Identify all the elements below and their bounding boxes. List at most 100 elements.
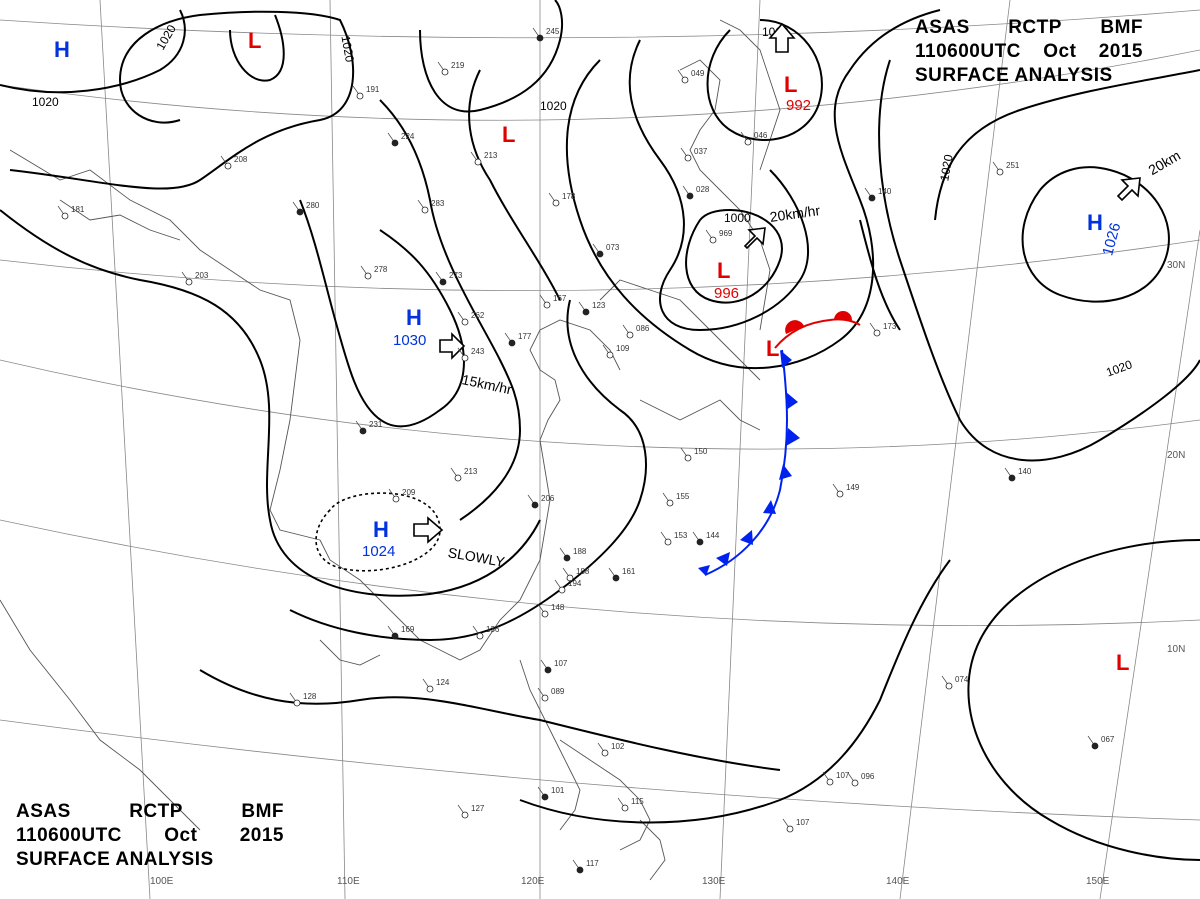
station-plot: 124 xyxy=(422,678,450,693)
station-pressure-code: 188 xyxy=(576,567,590,576)
station-plot: 046 xyxy=(740,131,768,146)
station-pressure-code: 107 xyxy=(796,818,810,827)
station-plot: 173 xyxy=(869,322,897,337)
isobar-label: 1020 xyxy=(937,153,955,182)
station-pressure-code: 067 xyxy=(1101,735,1115,744)
station-pressure-code: 169 xyxy=(401,625,415,634)
low-pressure-value: 996 xyxy=(714,285,739,302)
lon-label: 110E xyxy=(337,876,360,887)
station-plot: 123 xyxy=(578,301,606,316)
agency-code: BMF xyxy=(1100,17,1143,38)
station-pressure-code: 089 xyxy=(551,687,565,696)
station-circle-icon xyxy=(441,68,449,76)
station-circle-icon xyxy=(576,866,584,874)
station-circle-icon xyxy=(696,538,704,546)
station-plot: 109 xyxy=(602,344,630,359)
station-pressure-code: 191 xyxy=(366,85,380,94)
movement-arrow-icon xyxy=(743,227,766,250)
product-title: SURFACE ANALYSIS xyxy=(16,849,214,870)
station-plot: 188 xyxy=(559,547,587,562)
station-pressure-code: 280 xyxy=(306,201,320,210)
station-circle-icon xyxy=(666,499,674,507)
agency-code: BMF xyxy=(241,801,284,822)
isobar-label: 1020 xyxy=(338,34,356,63)
station-circle-icon xyxy=(461,318,469,326)
station-circle-icon xyxy=(851,779,859,787)
datetime-year: 2015 xyxy=(1098,41,1143,62)
station-circle-icon xyxy=(531,501,539,509)
station-plot: 251 xyxy=(992,161,1020,176)
high-pressure-value: 1024 xyxy=(362,543,395,560)
station-circle-icon xyxy=(541,793,549,801)
station-plot: 115 xyxy=(617,797,644,812)
header-datetime-row: 110600UTC Oct 2015 xyxy=(915,40,1143,64)
movement-speed: 20km/hr xyxy=(769,202,822,225)
station-circle-icon xyxy=(606,351,614,359)
station-circle-icon xyxy=(392,495,400,503)
low-center: L xyxy=(766,336,779,361)
agency-code: ASAS xyxy=(915,17,970,38)
low-center: L xyxy=(717,258,730,283)
station-circle-icon xyxy=(744,138,752,146)
agency-code: RCTP xyxy=(1008,17,1062,38)
station-plot: 262 xyxy=(457,311,485,326)
station-plot: 107 xyxy=(540,659,568,674)
datetime-month: Oct xyxy=(164,825,198,846)
station-circle-icon xyxy=(508,339,516,347)
station-pressure-code: 073 xyxy=(606,243,620,252)
station-pressure-code: 107 xyxy=(554,659,568,668)
station-pressure-code: 208 xyxy=(234,155,248,164)
station-plot: 188 xyxy=(562,567,590,582)
station-circle-icon xyxy=(364,272,372,280)
lon-label: 140E xyxy=(886,876,910,887)
station-pressure-code: 273 xyxy=(449,271,463,280)
station-plot: 278 xyxy=(360,265,388,280)
agency-code: ASAS xyxy=(16,801,71,822)
station-plot: 107 xyxy=(782,818,810,833)
station-pressure-code: 188 xyxy=(573,547,587,556)
agency-code: RCTP xyxy=(129,801,183,822)
station-pressure-code: 206 xyxy=(541,494,555,503)
station-circle-icon xyxy=(426,685,434,693)
station-pressure-code: 109 xyxy=(616,344,630,353)
station-plot: 231 xyxy=(355,420,383,435)
cold-front xyxy=(698,349,800,576)
datetime-year: 2015 xyxy=(239,825,284,846)
station-plot: 167 xyxy=(539,294,567,309)
station-plot: 140 xyxy=(1004,467,1032,482)
station-pressure-code: 153 xyxy=(674,531,688,540)
station-plot: 209 xyxy=(388,488,416,503)
station-plot: 206 xyxy=(527,494,555,509)
station-circle-icon xyxy=(563,554,571,562)
station-circle-icon xyxy=(945,682,953,690)
low-center: L xyxy=(784,72,797,97)
station-pressure-code: 096 xyxy=(861,772,875,781)
station-plot: 153 xyxy=(660,531,688,546)
station-plot: 067 xyxy=(1087,735,1115,750)
station-plot: 086 xyxy=(622,324,650,339)
station-pressure-code: 243 xyxy=(471,347,485,356)
station-pressure-code: 224 xyxy=(401,132,415,141)
station-pressure-code: 213 xyxy=(464,467,478,476)
station-pressure-code: 144 xyxy=(706,531,720,540)
station-pressure-code: 086 xyxy=(636,324,650,333)
station-plot: 148 xyxy=(537,603,565,618)
lon-label: 150E xyxy=(1086,876,1110,887)
station-plot: 127 xyxy=(457,804,485,819)
station-circle-icon xyxy=(224,162,232,170)
datetime-code: 110600UTC xyxy=(915,41,1021,62)
lon-label: 120E xyxy=(521,876,545,887)
station-pressure-code: 251 xyxy=(1006,161,1020,170)
station-plot: 049 xyxy=(677,69,705,84)
station-circle-icon xyxy=(626,331,634,339)
station-circle-icon xyxy=(61,212,69,220)
station-circle-icon xyxy=(1008,474,1016,482)
isobar-label: 1000 xyxy=(724,211,751,225)
low-pressure-value: 992 xyxy=(786,97,811,114)
station-plot: 107 xyxy=(822,771,850,786)
isobar-label: 1020 xyxy=(32,95,59,109)
header-agency-row: ASAS RCTP BMF xyxy=(915,16,1143,40)
station-plot: 191 xyxy=(352,85,380,100)
station-plot: 213 xyxy=(470,151,498,166)
